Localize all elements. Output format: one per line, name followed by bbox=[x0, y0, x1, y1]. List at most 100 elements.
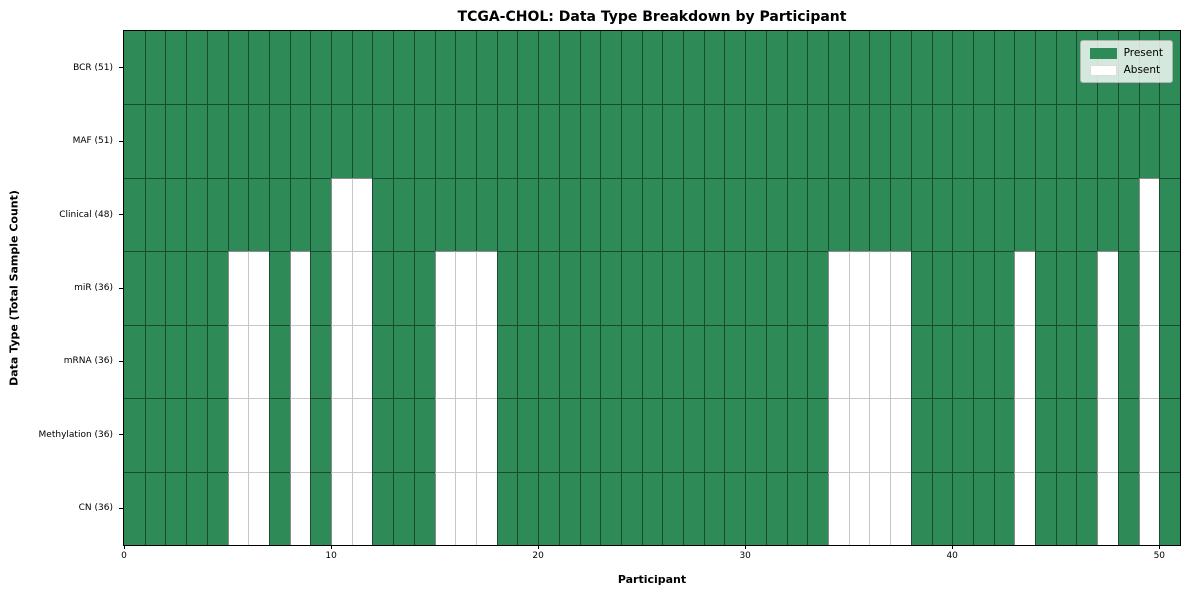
matrix-cell bbox=[413, 471, 436, 546]
matrix-cell bbox=[331, 324, 353, 399]
matrix-cell bbox=[124, 251, 146, 326]
matrix-cell bbox=[1055, 471, 1077, 546]
matrix-cell bbox=[144, 177, 166, 252]
matrix-cell bbox=[993, 31, 1015, 105]
matrix-cell bbox=[310, 398, 332, 473]
matrix-cell bbox=[579, 104, 601, 179]
matrix-cell bbox=[1138, 471, 1160, 546]
matrix-cell bbox=[1035, 31, 1057, 105]
matrix-cell bbox=[165, 251, 187, 326]
matrix-cell bbox=[476, 398, 498, 473]
matrix-cell bbox=[724, 471, 746, 546]
y-tick-mark bbox=[119, 67, 123, 69]
matrix-cell bbox=[745, 324, 767, 399]
matrix-cell bbox=[206, 324, 229, 399]
matrix-cell bbox=[393, 31, 415, 105]
matrix-cell bbox=[869, 104, 891, 179]
x-tick-mark bbox=[1158, 545, 1160, 549]
matrix-cell bbox=[1138, 251, 1160, 326]
matrix-cell bbox=[124, 398, 146, 473]
matrix-cell bbox=[372, 104, 394, 179]
matrix-cell bbox=[931, 324, 953, 399]
y-tick-mark bbox=[119, 360, 123, 362]
matrix-cell bbox=[1014, 398, 1036, 473]
matrix-cell bbox=[1035, 251, 1057, 326]
matrix-cell bbox=[993, 251, 1015, 326]
matrix-cell bbox=[476, 31, 498, 105]
matrix-cell bbox=[662, 324, 684, 399]
y-tick-label: Clinical (48) bbox=[59, 209, 113, 220]
matrix-cell bbox=[393, 177, 415, 252]
matrix-cell bbox=[1055, 398, 1077, 473]
matrix-cell bbox=[393, 104, 415, 179]
matrix-cell bbox=[1035, 398, 1057, 473]
matrix-cell bbox=[1138, 177, 1160, 252]
matrix-cell bbox=[558, 324, 581, 399]
matrix-cell bbox=[600, 104, 622, 179]
matrix-cell bbox=[455, 104, 477, 179]
matrix-cell bbox=[186, 398, 208, 473]
matrix-cell bbox=[165, 471, 187, 546]
legend: Present Absent bbox=[1079, 40, 1173, 83]
x-tick-mark bbox=[123, 545, 125, 549]
matrix-cell bbox=[1014, 177, 1036, 252]
present-swatch bbox=[1089, 47, 1117, 59]
matrix-cell bbox=[620, 398, 643, 473]
matrix-cell bbox=[952, 398, 974, 473]
matrix-cell bbox=[248, 324, 270, 399]
matrix-cell bbox=[724, 31, 746, 105]
matrix-cell bbox=[952, 251, 974, 326]
matrix-cell bbox=[1055, 177, 1077, 252]
matrix-cell bbox=[703, 471, 725, 546]
matrix-cell bbox=[496, 251, 518, 326]
matrix-cell bbox=[1159, 251, 1181, 326]
matrix-cell bbox=[807, 324, 829, 399]
matrix-cell bbox=[869, 177, 891, 252]
matrix-cell bbox=[248, 398, 270, 473]
matrix-cell bbox=[1138, 398, 1160, 473]
matrix-cell bbox=[1035, 471, 1057, 546]
matrix-cell bbox=[289, 104, 311, 179]
matrix-cell bbox=[517, 104, 539, 179]
matrix-cell bbox=[517, 398, 539, 473]
matrix-cell bbox=[786, 398, 808, 473]
matrix-cell bbox=[641, 324, 663, 399]
matrix-cell bbox=[910, 104, 933, 179]
matrix-cell bbox=[227, 104, 249, 179]
x-tick-mark bbox=[537, 545, 539, 549]
matrix-cell bbox=[455, 177, 477, 252]
matrix-cell bbox=[1097, 324, 1119, 399]
matrix-cell bbox=[538, 251, 560, 326]
matrix-cell bbox=[124, 471, 146, 546]
matrix-cell bbox=[1159, 177, 1181, 252]
matrix-cell bbox=[165, 398, 187, 473]
matrix-cell bbox=[310, 177, 332, 252]
matrix-cell bbox=[1014, 31, 1036, 105]
matrix-cell bbox=[641, 104, 663, 179]
matrix-cell bbox=[538, 177, 560, 252]
matrix-cell bbox=[206, 398, 229, 473]
matrix-cell bbox=[993, 398, 1015, 473]
matrix-cell bbox=[434, 31, 456, 105]
matrix-cell bbox=[496, 471, 518, 546]
matrix-cell bbox=[662, 471, 684, 546]
matrix-cell bbox=[683, 31, 705, 105]
matrix-cell bbox=[124, 31, 146, 105]
matrix-cell bbox=[268, 177, 291, 252]
matrix-cell bbox=[972, 398, 995, 473]
y-tick-label: mRNA (36) bbox=[63, 356, 113, 367]
matrix-cell bbox=[165, 324, 187, 399]
matrix-cell bbox=[972, 177, 995, 252]
matrix-cell bbox=[268, 398, 291, 473]
matrix-cell bbox=[310, 104, 332, 179]
matrix-cell bbox=[289, 471, 311, 546]
matrix-cell bbox=[455, 324, 477, 399]
matrix-cell bbox=[724, 177, 746, 252]
matrix-cell bbox=[910, 324, 933, 399]
matrix-cell bbox=[496, 177, 518, 252]
matrix-cell bbox=[186, 324, 208, 399]
matrix-cell bbox=[724, 324, 746, 399]
matrix-cell bbox=[620, 31, 643, 105]
matrix-cell bbox=[331, 471, 353, 546]
